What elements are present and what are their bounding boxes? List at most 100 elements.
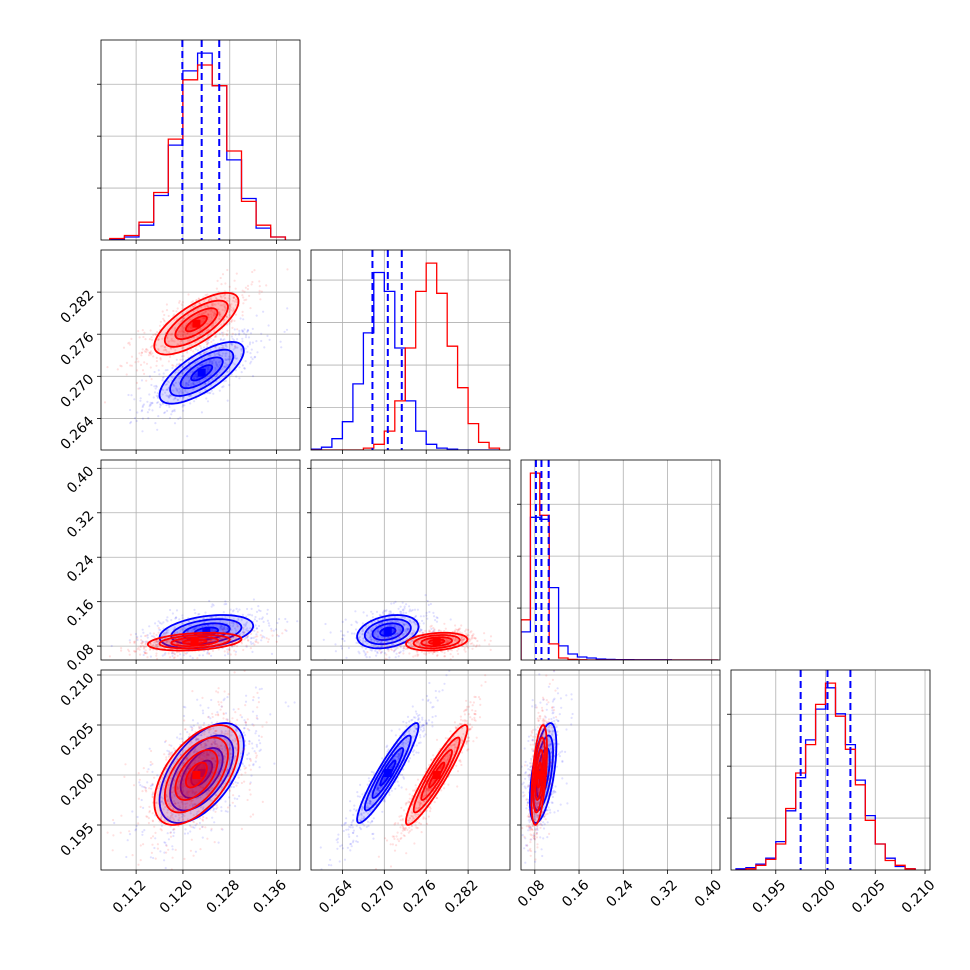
- scatter-point: [209, 717, 212, 720]
- scatter-point: [151, 783, 154, 786]
- scatter-point: [194, 612, 197, 615]
- scatter-point: [128, 653, 131, 656]
- scatter-point: [164, 652, 167, 655]
- scatter-point: [241, 613, 244, 616]
- scatter-point: [103, 401, 107, 404]
- scatter-point: [218, 353, 221, 357]
- scatter-point: [206, 343, 209, 346]
- scatter-point: [169, 831, 172, 835]
- scatter-point: [139, 859, 142, 862]
- scatter-point: [166, 388, 169, 391]
- scatter-point: [205, 817, 208, 820]
- scatter-point: [466, 633, 469, 637]
- scatter-point: [199, 704, 202, 707]
- scatter-point: [217, 313, 221, 316]
- scatter-point: [260, 339, 263, 343]
- scatter-point: [221, 354, 224, 358]
- scatter-point: [449, 653, 452, 656]
- scatter-point: [179, 795, 182, 799]
- scatter-point: [174, 328, 177, 331]
- scatter-point: [232, 785, 235, 789]
- scatter-point: [143, 645, 146, 648]
- scatter-point: [399, 643, 402, 646]
- scatter-point: [162, 803, 165, 806]
- scatter-point: [388, 624, 391, 627]
- scatter-point: [145, 348, 148, 351]
- scatter-point: [199, 353, 202, 356]
- scatter-point: [205, 756, 208, 759]
- scatter-point: [206, 304, 209, 307]
- scatter-point: [197, 725, 201, 728]
- scatter-point: [195, 738, 198, 741]
- scatter-point: [467, 628, 470, 632]
- scatter-point: [144, 645, 147, 648]
- scatter-point: [233, 797, 236, 800]
- scatter-point: [449, 618, 452, 621]
- scatter-point: [255, 743, 258, 746]
- scatter-point: [378, 622, 382, 625]
- scatter-point: [210, 742, 213, 746]
- scatter-point: [229, 748, 232, 751]
- scatter-point: [148, 747, 151, 750]
- scatter-point: [329, 631, 332, 634]
- scatter-point: [158, 785, 161, 788]
- scatter-point: [156, 428, 159, 431]
- scatter-point: [181, 757, 184, 761]
- scatter-point: [453, 630, 457, 633]
- scatter-point: [150, 635, 153, 638]
- scatter-point: [219, 625, 222, 628]
- scatter-point: [173, 629, 176, 632]
- scatter-point: [175, 365, 178, 368]
- scatter-point: [240, 619, 243, 622]
- scatter-point: [172, 834, 175, 838]
- scatter-point: [212, 358, 215, 362]
- scatter-point: [255, 638, 258, 641]
- scatter-point: [149, 760, 152, 764]
- scatter-point: [204, 625, 207, 628]
- scatter-point: [210, 767, 213, 770]
- scatter-point: [151, 795, 154, 798]
- scatter-point: [409, 643, 413, 646]
- scatter-point: [210, 389, 213, 392]
- scatter-point: [466, 645, 469, 648]
- scatter-point: [202, 806, 205, 809]
- scatter-point: [200, 411, 203, 414]
- scatter-point: [392, 602, 395, 605]
- scatter-point: [232, 794, 235, 797]
- scatter-point: [171, 848, 174, 851]
- scatter-point: [234, 354, 237, 357]
- scatter-point: [187, 383, 190, 387]
- scatter-point: [253, 629, 256, 633]
- scatter-point: [207, 753, 210, 756]
- scatter-point: [178, 301, 181, 304]
- scatter-point: [181, 786, 184, 789]
- scatter-point: [177, 801, 180, 805]
- scatter-point: [252, 763, 255, 766]
- scatter-point: [174, 653, 177, 656]
- scatter-point: [170, 375, 173, 378]
- scatter-point: [154, 857, 157, 860]
- scatter-point: [230, 628, 233, 632]
- scatter-point: [476, 639, 479, 643]
- scatter-point: [198, 754, 201, 757]
- scatter-point: [403, 605, 406, 608]
- scatter-point: [174, 381, 177, 384]
- scatter-point: [169, 818, 172, 821]
- scatter-point: [227, 783, 230, 787]
- scatter-point: [134, 828, 138, 831]
- scatter-point: [213, 821, 216, 824]
- scatter-point: [225, 345, 228, 348]
- scatter-point: [201, 754, 204, 757]
- scatter-point: [365, 656, 368, 659]
- scatter-point: [173, 641, 176, 645]
- scatter-point: [222, 385, 225, 388]
- scatter-point: [183, 796, 186, 800]
- scatter-point: [211, 304, 214, 307]
- scatter-point: [183, 814, 186, 818]
- scatter-point: [223, 626, 226, 629]
- scatter-point: [223, 650, 226, 653]
- scatter-point: [210, 799, 213, 802]
- scatter-point: [236, 727, 239, 731]
- scatter-point: [159, 357, 162, 360]
- scatter-point: [405, 638, 409, 641]
